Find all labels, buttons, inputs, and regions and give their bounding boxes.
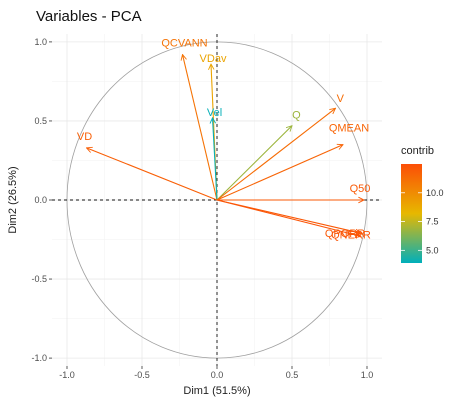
variable-label: VDav: [200, 53, 227, 65]
y-tick-label: 1.0: [34, 37, 47, 47]
x-tick-label: 0.5: [286, 370, 299, 380]
variable-label: V: [337, 93, 345, 105]
x-tick-label: -1.0: [59, 370, 75, 380]
variable-label: Q: [292, 110, 301, 122]
legend: contrib 5.0 7.5 10.0: [401, 145, 444, 263]
legend-title: contrib: [401, 145, 434, 157]
variable-label: Q50: [350, 183, 371, 195]
x-axis-label: Dim1 (51.5%): [183, 385, 250, 397]
legend-tick-label: 5.0: [426, 245, 439, 255]
x-tick-label: 1.0: [361, 370, 374, 380]
arrow-q: [216, 126, 292, 201]
variable-label: VD: [77, 131, 92, 143]
y-tick-label: 0.0: [34, 195, 47, 205]
variable-label: Vel: [207, 107, 222, 119]
variable-label: QCVANN: [161, 38, 207, 50]
chart-title: Variables - PCA: [36, 8, 142, 25]
axes: -1.0 -0.5 0.0 0.5 1.0 -1.0 -0.5 0.0 0.5 1.0 Dim1 (…: [7, 37, 373, 397]
arrow-qnerr: [216, 199, 361, 236]
legend-colorbar: [401, 164, 422, 263]
variable-label: QPORR: [325, 228, 365, 240]
legend-tick-label: 10.0: [426, 188, 444, 198]
x-tick-label: 0.0: [211, 370, 224, 380]
legend-tick-label: 7.5: [426, 217, 439, 227]
arrow-vel: [213, 118, 218, 201]
y-tick-label: -0.5: [31, 274, 47, 284]
variable-label: QMEAN: [329, 123, 369, 135]
arrow-v: [216, 108, 336, 201]
y-tick-label: -1.0: [31, 353, 47, 363]
arrow-vd: [87, 148, 218, 201]
variable-label: QNERR: [331, 229, 371, 241]
arrow-qcvann: [183, 55, 218, 201]
y-axis-label: Dim2 (26.5%): [7, 166, 19, 233]
arrow-qmean: [216, 145, 343, 201]
variable-arrows: [87, 55, 365, 237]
x-tick-label: -0.5: [134, 370, 150, 380]
y-tick-label: 0.5: [34, 116, 47, 126]
